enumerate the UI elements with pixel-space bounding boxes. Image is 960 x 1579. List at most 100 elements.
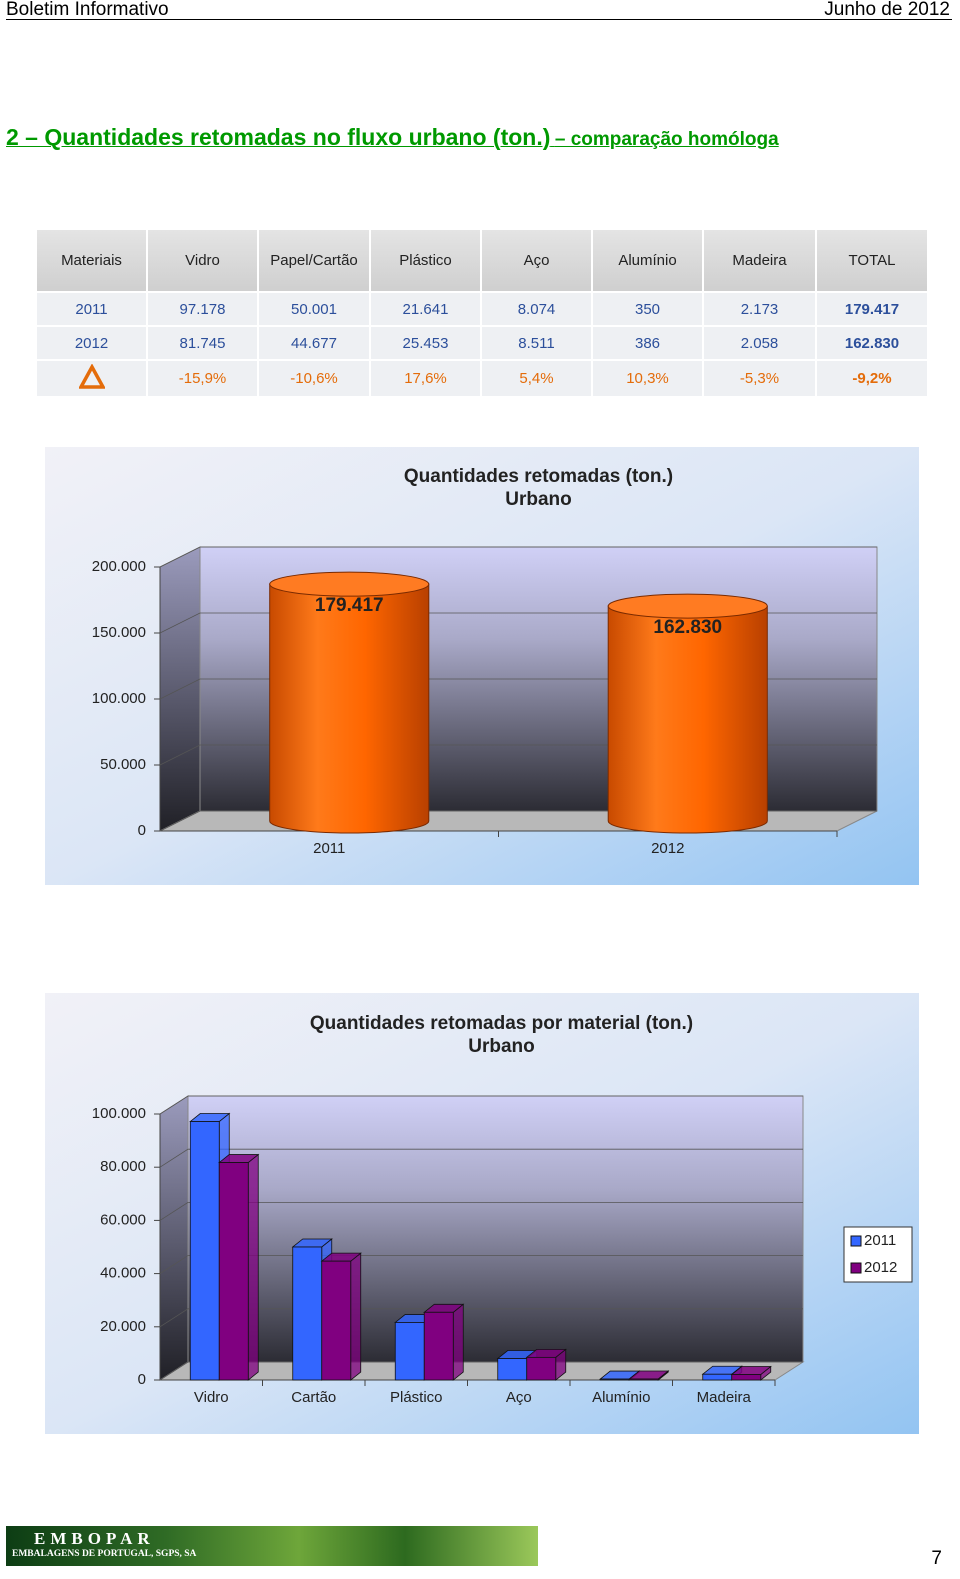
bar-side <box>452 1303 464 1381</box>
legend: 2011 2012 <box>843 1226 913 1283</box>
legend-label: 2011 <box>864 1232 896 1249</box>
bar <box>526 1356 557 1381</box>
table-cell: -9,2% <box>816 360 929 396</box>
y-tick-label: 100.000 <box>92 1105 146 1122</box>
chart: 0 20.000 40.000 60.000 80.000 100.000 Quantida… <box>45 993 919 1434</box>
bar-side <box>350 1252 362 1381</box>
bar <box>599 1378 630 1381</box>
chart: 0 50.000 100.000 150.000 200.000 Quantidades … <box>45 447 919 885</box>
table-cell: -5,3% <box>703 360 817 396</box>
bar <box>423 1311 454 1381</box>
section-heading: 2 – Quantidades retomadas no fluxo urban… <box>6 124 779 151</box>
table-cell: 5,4% <box>481 360 593 396</box>
header-row: Materiais Vidro Papel/Cartão Plástico Aço Alu… <box>37 230 929 293</box>
table-cell: 8.074 <box>481 292 593 327</box>
section-subtitle: – comparação homóloga <box>554 129 779 150</box>
bar <box>292 1246 323 1381</box>
table-cell: 2.058 <box>703 326 817 361</box>
bar <box>628 1378 659 1381</box>
table-cell: TOTAL <box>816 230 929 293</box>
footer-banner: EMBOPAR EMBALAGENS DE PORTUGAL, SGPS, SA <box>6 1526 538 1566</box>
table-cell: 8.511 <box>481 326 593 361</box>
footer-brand: EMBOPAR <box>34 1529 155 1548</box>
table-cell: Materiais <box>37 230 148 293</box>
page-number: 7 <box>931 1548 942 1569</box>
data-row: 2011 97.178 50.001 21.641 8.074 350 2.173 179.4… <box>37 292 929 327</box>
chart-subtitle: Urbano <box>505 489 572 510</box>
table-cell: 81.745 <box>147 326 259 361</box>
value-label: 179.417 <box>315 595 384 616</box>
legend-label: 2012 <box>864 1259 897 1276</box>
grid-line <box>159 1095 803 1115</box>
chart-title: Quantidades retomadas (ton.) <box>404 466 673 487</box>
data-table: Materiais Vidro Papel/Cartão Plástico Aço Alu… <box>37 230 929 396</box>
legend-swatch <box>850 1262 862 1274</box>
table-cell: 386 <box>592 326 704 361</box>
legend-swatch <box>850 1235 862 1247</box>
y-tick-label: 20.000 <box>100 1318 146 1335</box>
table-cell: Plástico <box>370 230 482 293</box>
table-cell: Aço <box>481 230 593 293</box>
table-cell: 2012 <box>37 326 148 361</box>
table-cell: -15,9% <box>147 360 259 396</box>
table-cell: 179.417 <box>816 292 929 327</box>
bar <box>731 1374 762 1381</box>
grid-line <box>159 1201 803 1221</box>
x-tick-label: Alumínio <box>592 1389 650 1406</box>
back-wall <box>187 1095 804 1363</box>
y-tick-label: 40.000 <box>100 1265 146 1282</box>
table-cell: 50.001 <box>258 292 371 327</box>
y-tick-label: 80.000 <box>100 1158 146 1175</box>
data-row: 2012 81.745 44.677 25.453 8.511 386 2.058 162.8… <box>37 326 929 361</box>
table-cell: 2011 <box>37 292 148 327</box>
table-cell: 350 <box>592 292 704 327</box>
table-cell: Madeira <box>703 230 817 293</box>
x-tick-label: Plástico <box>390 1389 443 1406</box>
table-cell: 97.178 <box>147 292 259 327</box>
section-title: 2 – Quantidades retomadas no fluxo urban… <box>6 124 551 150</box>
cylinder-top <box>607 593 768 619</box>
bar <box>218 1162 249 1381</box>
x-tick-label: 2011 <box>313 840 345 857</box>
table-cell: 21.641 <box>370 292 482 327</box>
table-cell: 10,3% <box>592 360 704 396</box>
table-cell <box>37 360 148 396</box>
y-tick-label: 100.000 <box>92 690 146 707</box>
grid-line <box>159 1361 803 1381</box>
floor <box>159 810 878 832</box>
grid-line <box>159 546 877 568</box>
table-cell: Papel/Cartão <box>258 230 371 293</box>
table-cell: Alumínio <box>592 230 704 293</box>
table-cell: 44.677 <box>258 326 371 361</box>
table-cell: 2.173 <box>703 292 817 327</box>
grid-line <box>159 1255 803 1274</box>
bar <box>189 1121 220 1381</box>
bar-side <box>247 1153 259 1381</box>
cylinder-top <box>269 571 430 597</box>
y-tick-label: 200.000 <box>92 558 146 575</box>
y-tick-label: 60.000 <box>100 1211 146 1228</box>
header-right: Junho de 2012 <box>824 0 950 20</box>
page-header: Boletim Informativo Junho de 2012 <box>6 0 952 20</box>
bar <box>394 1322 425 1381</box>
bar <box>607 605 768 834</box>
table-cell: 25.453 <box>370 326 482 361</box>
bar <box>702 1373 733 1381</box>
x-tick-label: Aço <box>506 1389 532 1406</box>
table-cell: 162.830 <box>816 326 929 361</box>
footer-company: EMBALAGENS DE PORTUGAL, SGPS, SA <box>12 1549 197 1559</box>
y-tick-label: 0 <box>138 822 146 839</box>
chart-title: Quantidades retomadas por material (ton.… <box>310 1013 693 1034</box>
x-tick-label: 2012 <box>651 840 684 857</box>
y-tick-label: 150.000 <box>92 624 146 641</box>
delta-icon <box>77 362 106 389</box>
header-left: Boletim Informativo <box>6 0 169 20</box>
change-row: -15,9% -10,6% 17,6% 5,4% 10,3% -5,3% -9,2% <box>37 360 929 396</box>
x-tick-label: Madeira <box>697 1389 752 1406</box>
table-cell: -10,6% <box>258 360 371 396</box>
y-tick-label: 0 <box>138 1371 146 1388</box>
value-label: 162.830 <box>653 617 722 638</box>
chart-subtitle: Urbano <box>468 1036 535 1057</box>
y-tick-label: 50.000 <box>100 756 146 773</box>
